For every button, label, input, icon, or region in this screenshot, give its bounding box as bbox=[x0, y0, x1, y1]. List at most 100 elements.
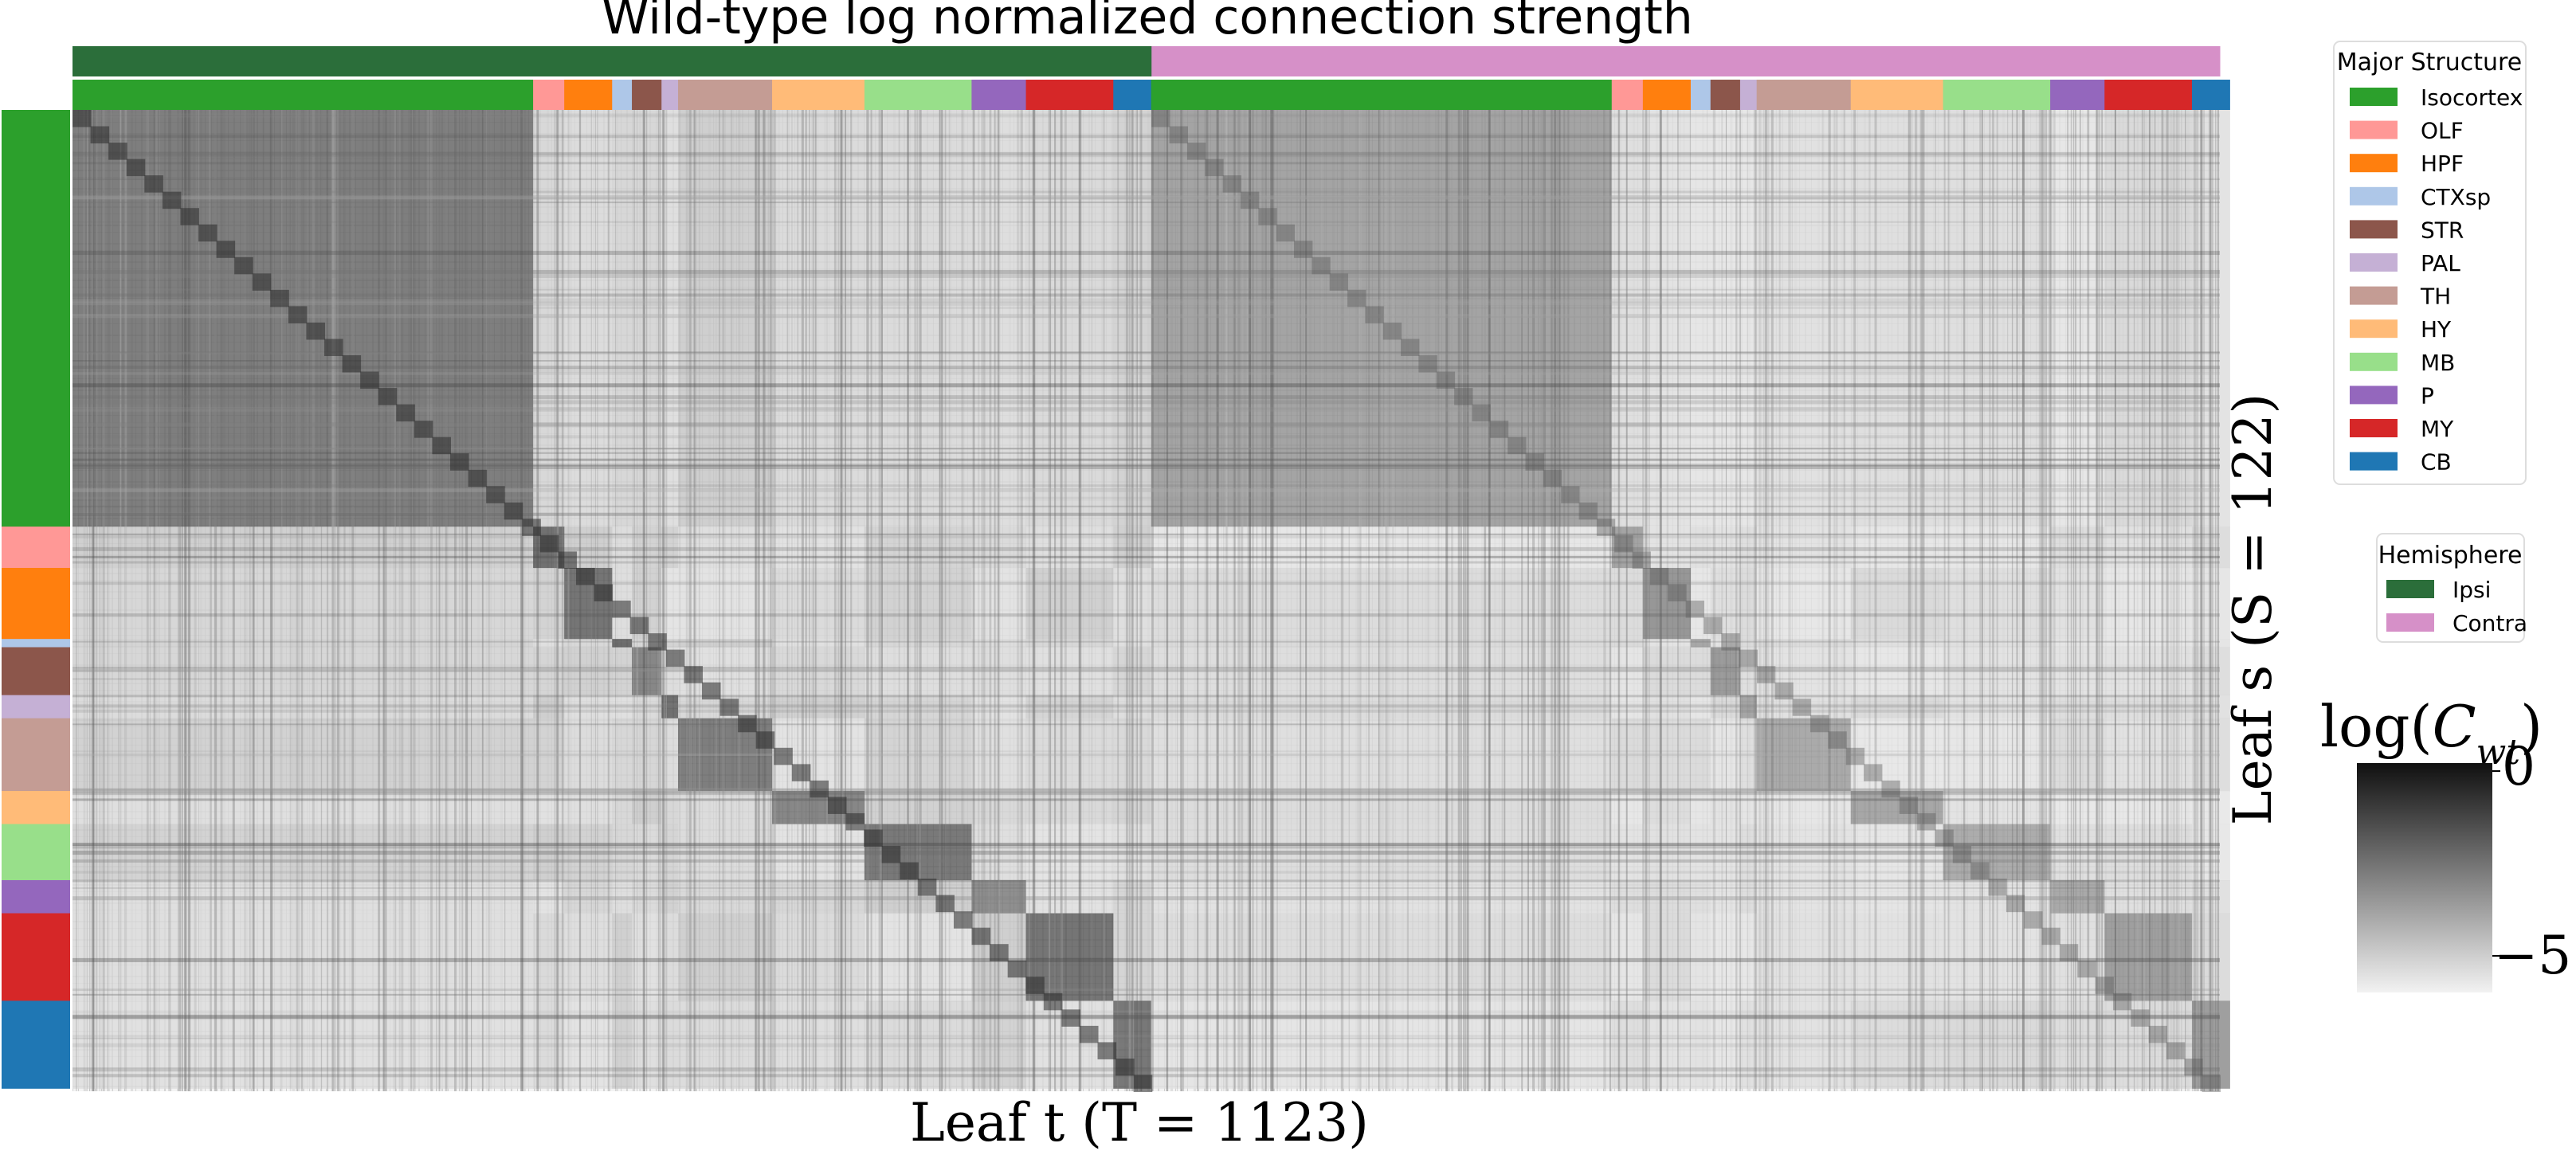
heatmap-column-streak bbox=[1770, 110, 1774, 1091]
heatmap-column-streak bbox=[1348, 110, 1350, 1091]
heatmap-column-streak bbox=[1180, 110, 1183, 1091]
row-strip-th bbox=[2, 718, 70, 792]
heatmap-diagonal-cell bbox=[1774, 682, 1794, 700]
heatmap-column-streak bbox=[1911, 110, 1913, 1091]
heatmap-column-streak bbox=[2217, 110, 2219, 1091]
heatmap-row-band bbox=[73, 850, 2220, 855]
legend-swatch-str bbox=[2350, 220, 2398, 239]
heatmap-block bbox=[1113, 879, 1152, 914]
heatmap-column-streak bbox=[1197, 110, 1199, 1091]
legend-label-pal: PAL bbox=[2421, 250, 2460, 276]
heatmap-column-streak bbox=[1527, 110, 1529, 1091]
heatmap-diagonal-cell bbox=[1810, 714, 1829, 733]
heatmap-column-streak bbox=[715, 110, 717, 1091]
heatmap-row-band bbox=[73, 640, 2220, 643]
heatmap-row-band bbox=[73, 670, 2220, 672]
heatmap-column-streak bbox=[521, 110, 524, 1091]
heatmap-block bbox=[661, 110, 679, 527]
heatmap-block bbox=[1850, 527, 1944, 569]
heatmap-block bbox=[1642, 1000, 1692, 1089]
heatmap-column-streak bbox=[688, 110, 691, 1091]
heatmap-column-streak bbox=[814, 110, 817, 1091]
heatmap-block bbox=[612, 110, 633, 527]
heatmap-row-band bbox=[73, 668, 2220, 672]
heatmap-column-streak bbox=[149, 110, 151, 1091]
heatmap-column-streak bbox=[770, 110, 772, 1091]
heatmap-blocks bbox=[73, 110, 2230, 1089]
heatmap-diagonal-cell bbox=[288, 306, 308, 323]
heatmap-block bbox=[1151, 718, 1613, 792]
heatmap-block bbox=[1642, 647, 1692, 696]
heatmap-block bbox=[1756, 1000, 1852, 1089]
heatmap-column-streak bbox=[398, 110, 401, 1091]
heatmap-column-streak bbox=[280, 110, 283, 1091]
heatmap-column-streak bbox=[486, 110, 488, 1091]
heatmap-column-streak bbox=[1821, 110, 1825, 1091]
heatmap-column-streak bbox=[307, 110, 308, 1091]
heatmap-row-band bbox=[73, 887, 2220, 889]
heatmap-block bbox=[1611, 718, 1644, 792]
heatmap-block bbox=[772, 647, 865, 696]
heatmap-diagonal-cell bbox=[701, 682, 721, 700]
heatmap-column-streak bbox=[689, 110, 692, 1091]
heatmap-column-streak bbox=[1739, 110, 1742, 1091]
heatmap-block bbox=[533, 695, 565, 719]
heatmap-row-band bbox=[73, 512, 2220, 516]
heatmap-row-band bbox=[73, 561, 2220, 564]
heatmap-block bbox=[533, 879, 565, 914]
heatmap-block bbox=[772, 824, 865, 881]
heatmap-column-streak bbox=[2041, 110, 2044, 1091]
heatmap-column-streak bbox=[1713, 110, 1716, 1091]
heatmap-column-streak bbox=[99, 110, 101, 1091]
heatmap-block bbox=[1710, 824, 1741, 881]
heatmap-row-band bbox=[73, 113, 2220, 118]
heatmap-column-streak bbox=[1457, 110, 1461, 1091]
heatmap-column-streak bbox=[1853, 110, 1857, 1091]
heatmap-column-streak bbox=[841, 110, 844, 1091]
heatmap-block bbox=[73, 567, 534, 640]
heatmap-block bbox=[1611, 695, 1644, 719]
heatmap-column-streak bbox=[2209, 110, 2211, 1091]
heatmap-column-streak bbox=[919, 110, 922, 1091]
heatmap-column-streak bbox=[1919, 110, 1923, 1091]
heatmap-block bbox=[1151, 1000, 1613, 1089]
heatmap-block bbox=[612, 527, 633, 569]
heatmap-block bbox=[1113, 567, 1152, 640]
heatmap-block bbox=[864, 567, 972, 640]
heatmap-column-streak bbox=[659, 110, 661, 1091]
heatmap-row-band bbox=[73, 464, 2220, 467]
heatmap-column-streak bbox=[1484, 110, 1486, 1091]
row-strip-str bbox=[2, 647, 70, 696]
heatmap-row-band bbox=[73, 505, 2220, 507]
heatmap-column-streak bbox=[159, 110, 160, 1091]
heatmap-block bbox=[1642, 527, 1692, 569]
heatmap-block bbox=[1710, 695, 1741, 719]
heatmap-diagonal-cell bbox=[791, 764, 811, 781]
heatmap-column-streak bbox=[1386, 110, 1389, 1091]
heatmap-block bbox=[1710, 791, 1741, 825]
hemisphere-legend: Hemisphere Ipsi Contra bbox=[2376, 533, 2527, 643]
heatmap-column-streak bbox=[92, 110, 93, 1091]
legend-label-th: TH bbox=[2420, 284, 2451, 310]
heatmap-column-streak bbox=[763, 110, 765, 1091]
heatmap-block bbox=[73, 879, 534, 914]
heatmap-block bbox=[1151, 824, 1613, 881]
heatmap-column-streak bbox=[2044, 110, 2046, 1091]
heatmap-row-band bbox=[73, 306, 2220, 309]
heatmap-column-streak bbox=[1609, 110, 1611, 1091]
heatmap-column-streak bbox=[83, 110, 85, 1091]
heatmap-column-streak bbox=[1128, 110, 1131, 1091]
heatmap-block bbox=[1025, 527, 1114, 569]
heatmap-column-streak bbox=[188, 110, 191, 1091]
heatmap-diagonal bbox=[73, 110, 2221, 1092]
heatmap-column-streak bbox=[870, 110, 872, 1091]
heatmap-row-band bbox=[73, 301, 2220, 306]
heatmap-diagonal-cell bbox=[1988, 879, 2007, 896]
heatmap-row-band bbox=[73, 1014, 2220, 1019]
heatmap-column-streak bbox=[1270, 110, 1273, 1091]
heatmap-block bbox=[1943, 824, 2051, 881]
heatmap-block bbox=[2104, 913, 2193, 1001]
heatmap-diagonal-cell bbox=[234, 256, 253, 275]
heatmap-column-streak bbox=[1767, 110, 1770, 1091]
column-strip-str-4 bbox=[632, 80, 662, 110]
